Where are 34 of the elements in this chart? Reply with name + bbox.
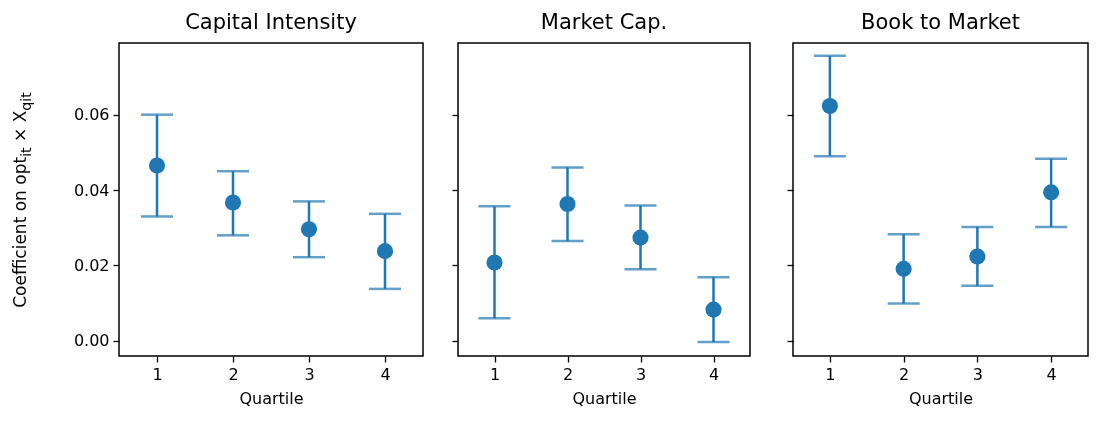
y-tick-label: 0.02 [73, 255, 110, 275]
x-tick-label: 4 [1046, 364, 1057, 384]
point [705, 301, 722, 318]
point [821, 97, 838, 115]
x-tick-label: 3 [972, 364, 983, 384]
x-tick-label: 4 [708, 364, 720, 384]
x-axis-title: Quartile [908, 388, 974, 408]
x-tick-label: 2 [228, 364, 239, 384]
y-tick-label: 0.06 [73, 105, 110, 125]
x-tick-label: 1 [825, 364, 836, 384]
chart-title: Market Cap. [540, 10, 668, 34]
x-tick-label: 3 [304, 364, 315, 384]
point [559, 195, 576, 213]
x-axis-title: Quartile [572, 388, 637, 408]
point [1043, 184, 1060, 201]
point [148, 157, 166, 174]
point [632, 229, 649, 246]
x-tick-label: 2 [899, 364, 910, 384]
x-axis-title: Quartile [239, 388, 304, 408]
point [969, 248, 986, 265]
x-tick-label: 3 [635, 364, 647, 384]
point [300, 221, 318, 238]
y-tick-label: 0.04 [73, 180, 110, 200]
point [895, 260, 912, 277]
x-tick-label: 4 [380, 364, 391, 384]
x-tick-label: 1 [489, 364, 501, 384]
x-tick-label: 2 [562, 364, 574, 384]
chart-title: Book to Market [861, 10, 1020, 34]
point [486, 254, 503, 271]
point [376, 243, 394, 260]
x-tick-label: 1 [152, 364, 163, 384]
y-tick-label: 0.00 [73, 331, 110, 351]
point [224, 194, 242, 211]
chart-title: Capital Intensity [185, 10, 357, 34]
